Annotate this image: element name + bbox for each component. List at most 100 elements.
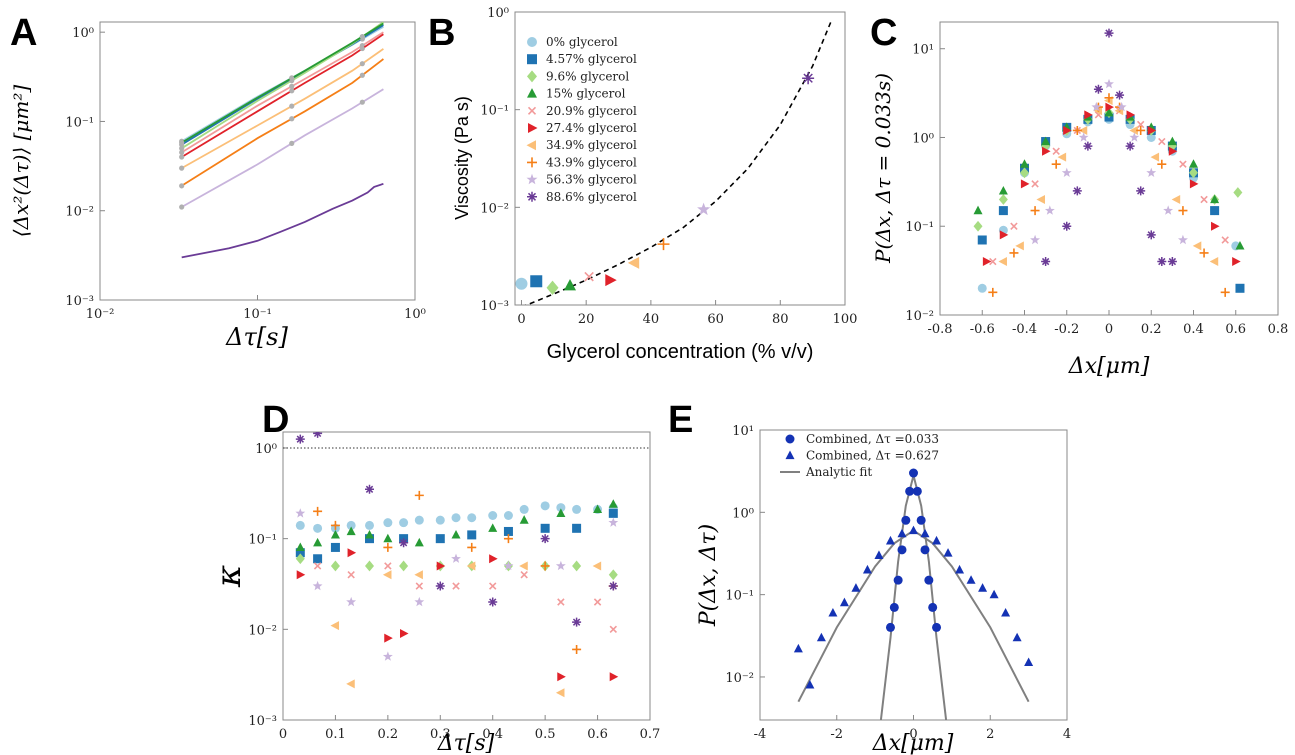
panel-a-xtick-label: 10⁻² xyxy=(86,307,115,322)
panel-c-data-point xyxy=(1104,93,1114,103)
panel-c-data-point xyxy=(1020,167,1029,179)
panel-a-xtick-label: 10⁻¹ xyxy=(243,307,272,322)
panel-a: A 10⁻² 10⁻¹ 10⁰10⁻³10⁻²10⁻¹10⁰Δτ[s]⟨Δx²(Δτ… xyxy=(9,12,426,351)
panel-d-data-point xyxy=(415,582,424,590)
panel-e-data-point xyxy=(885,535,895,545)
panel-c-data-point xyxy=(998,194,1008,205)
panel-d-data-point xyxy=(295,553,305,565)
panel-d-ytick-label: 10⁻¹ xyxy=(248,533,277,548)
panel-d-data-point xyxy=(313,506,323,516)
panel-d-data-point xyxy=(593,598,602,606)
panel-a-ytick-label: 10⁻¹ xyxy=(65,115,94,130)
panel-c-data-point xyxy=(1062,221,1072,231)
panel-a-series-line xyxy=(181,33,384,158)
panel-c-data-point xyxy=(977,235,987,245)
panel-e-data-point xyxy=(932,622,942,632)
panel-c-data-point xyxy=(999,230,1009,240)
panel-e-data-point xyxy=(874,550,884,559)
panel-c-data-point xyxy=(1189,179,1199,189)
panel-c-data-point xyxy=(1041,136,1051,146)
panel-d-data-point xyxy=(435,534,445,544)
panel-c-data-point xyxy=(1232,257,1241,267)
panel-e-data-point xyxy=(897,528,907,538)
panel-c-data-point xyxy=(1091,101,1102,112)
panel-c-data-point xyxy=(998,206,1008,216)
panel-c-axes-frame xyxy=(939,21,1279,316)
panel-e-ytick-label: 10¹ xyxy=(732,424,754,439)
panel-a-xlabel: Δτ[s] xyxy=(225,323,288,351)
panel-d-data-point xyxy=(488,582,497,590)
panel-b-legend-marker xyxy=(527,191,537,202)
panel-e-data-point xyxy=(893,575,903,585)
panel-c-data-point xyxy=(1052,147,1060,155)
panel-c-data-point xyxy=(1157,257,1167,267)
panel-d-data-point xyxy=(556,503,566,513)
panel-d-data-point xyxy=(313,432,323,438)
panel-b-xtick-label: 100 xyxy=(833,312,858,327)
panel-e-data-point xyxy=(916,515,926,525)
panel-c-data-point xyxy=(1157,159,1167,169)
panel-d-data-point xyxy=(313,562,322,570)
panel-b-data-point xyxy=(584,271,594,282)
panel-d-data-point xyxy=(572,504,582,514)
panel-c-data-point xyxy=(973,220,983,232)
panel-d-data-point xyxy=(466,561,476,571)
panel-d-data-point xyxy=(488,510,498,520)
panel-a-series-line xyxy=(181,182,384,259)
panel-c-data-point xyxy=(1179,160,1187,168)
panel-c-data-point xyxy=(988,287,998,297)
panel-d-data-point xyxy=(488,597,498,607)
panel-c-data-point xyxy=(1093,84,1103,94)
panel-c-data-point xyxy=(1235,283,1245,293)
panel-a-xtick-label: 10⁰ xyxy=(404,307,426,322)
panel-d-data-point xyxy=(557,598,565,606)
panel-b-data-point xyxy=(657,238,670,251)
panel-d-data-point xyxy=(540,561,550,571)
panel-d-data-point xyxy=(313,537,323,547)
panel-a-ytick-label: 10⁻² xyxy=(65,205,94,220)
panel-d-data-point xyxy=(555,688,565,698)
panel-b-fit-curve xyxy=(524,18,833,305)
panel-c-data-point xyxy=(1200,195,1208,204)
panel-b-data-point xyxy=(515,277,528,290)
panel-d-data-point xyxy=(451,529,461,539)
panel-c-data-point xyxy=(1150,152,1160,162)
panel-e-legend-label: Combined, Δτ =0.627 xyxy=(806,449,939,463)
panel-b-ytick-label: 10⁻¹ xyxy=(480,104,509,119)
panel-d-data-point xyxy=(608,499,618,508)
panel-c-letter: C xyxy=(870,12,897,54)
panel-b-xtick-label: 0 xyxy=(517,312,525,327)
panel-c-data-point xyxy=(1178,206,1188,216)
panel-b-xlabel: Glycerol concentration (% v/v) xyxy=(547,341,814,363)
panel-d-data-point xyxy=(593,504,603,514)
panel-e: E -4 -2 0 2 4 10⁻² 10⁻¹ 10⁰ 10¹ Δx[μm] P(Δx, Δτ) Co… xyxy=(668,399,1071,755)
panel-c-data-point xyxy=(1072,186,1082,196)
panel-e-data-point xyxy=(1012,632,1022,642)
panel-d-axes-frame xyxy=(282,431,651,721)
panel-d-data-point xyxy=(346,520,356,530)
panel-c-data-point xyxy=(1199,248,1209,258)
panel-c-data-point xyxy=(1210,206,1220,216)
panel-e-data-point xyxy=(816,632,826,642)
panel-d-data-point xyxy=(347,548,357,558)
panel-d-data-point xyxy=(365,520,375,530)
panel-c-data-point xyxy=(1163,205,1174,215)
panel-d-data-point xyxy=(608,517,619,527)
panel-e-plot-area xyxy=(793,468,1034,720)
panel-b-ytick-label: 10⁻³ xyxy=(480,299,509,314)
panel-c-data-point xyxy=(1030,234,1040,245)
panel-d-data-point xyxy=(296,570,306,580)
panel-b-data-point xyxy=(605,274,617,287)
panel-b-legend-label: 34.9% glycerol xyxy=(546,138,637,152)
panel-d-data-point xyxy=(414,596,425,607)
panel-d-data-point xyxy=(609,672,619,682)
panel-e-data-point xyxy=(912,486,922,496)
panel-e-xtick-label: 4 xyxy=(1063,727,1071,742)
panel-d-data-point xyxy=(489,554,498,564)
panel-c-data-point xyxy=(1078,132,1089,142)
panel-b-legend-marker xyxy=(527,106,537,115)
panel-d-xtick-label: 0.7 xyxy=(640,727,661,742)
panel-e-letter: E xyxy=(668,399,693,441)
panel-b-legend-marker xyxy=(526,140,536,151)
panel-d-data-point xyxy=(295,508,306,518)
